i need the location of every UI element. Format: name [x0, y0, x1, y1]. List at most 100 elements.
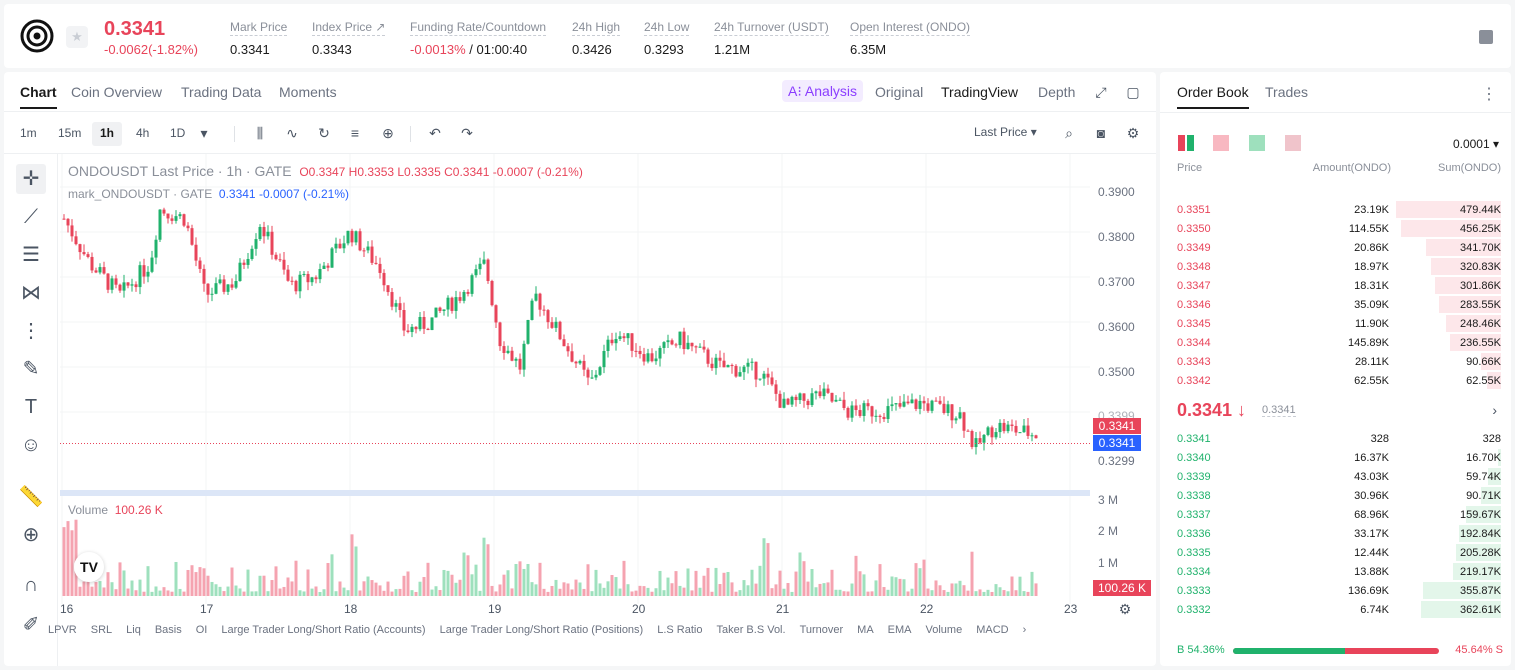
view-tradingview[interactable]: TradingView [941, 84, 1019, 100]
camera-icon[interactable]: ◙ [1096, 125, 1106, 141]
book-icon[interactable] [1479, 30, 1493, 44]
precision-select[interactable]: 0.0001 ▾ [1452, 137, 1499, 151]
ruler-icon[interactable]: 📏 [18, 486, 44, 508]
chevron-right-icon[interactable]: › [1022, 624, 1027, 636]
indicator-item[interactable]: Volume [925, 624, 963, 636]
view-depth[interactable]: Depth [1038, 84, 1076, 100]
indicator-item[interactable]: Large Trader Long/Short Ratio (Accounts) [221, 624, 426, 636]
lock-pen-icon[interactable]: ✐ [22, 614, 40, 636]
candle-body [386, 285, 390, 293]
crosshair-icon[interactable]: ✛ [16, 164, 46, 194]
bid-row[interactable]: 0.3341 328 328 [1160, 429, 1511, 448]
tab-moments[interactable]: Moments [279, 84, 337, 100]
ask-row[interactable]: 0.3348 18.97K 320.83K [1160, 257, 1511, 276]
ask-row[interactable]: 0.3342 62.55K 62.55K [1160, 371, 1511, 390]
indicator-item[interactable]: Taker B.S Vol. [716, 624, 786, 636]
candle-body [170, 218, 174, 221]
trend-line-icon[interactable]: ⟋ [24, 206, 38, 228]
add-alert-icon[interactable]: ⊕ [382, 125, 394, 141]
stat-mark-price[interactable]: Mark Price 0.3341 [230, 20, 288, 57]
tab-order-book[interactable]: Order Book [1177, 84, 1249, 109]
price-type-select[interactable]: Last Price ▾ [974, 125, 1037, 139]
bid-row[interactable]: 0.3340 16.37K 16.70K [1160, 448, 1511, 467]
indicators-icon[interactable]: ∿ [286, 125, 298, 141]
bid-row[interactable]: 0.3337 68.96K 159.67K [1160, 505, 1511, 524]
bids-view-icon[interactable] [1249, 135, 1265, 151]
ask-row[interactable]: 0.3345 11.90K 248.46K [1160, 314, 1511, 333]
interval-1h[interactable]: 1h [92, 122, 123, 146]
bid-row[interactable]: 0.3333 136.69K 355.87K [1160, 581, 1511, 600]
interval-15m[interactable]: 15m [58, 126, 82, 140]
search-icon[interactable]: ⌕ [1065, 125, 1073, 141]
indicator-item[interactable]: OI [195, 624, 208, 636]
order-sum: 192.84K [1460, 528, 1501, 540]
tab-coin-overview[interactable]: Coin Overview [71, 84, 163, 100]
tab-trading-data[interactable]: Trading Data [181, 84, 262, 100]
bid-row[interactable]: 0.3334 13.88K 219.17K [1160, 562, 1511, 581]
tab-trades[interactable]: Trades [1265, 84, 1309, 100]
ask-row[interactable]: 0.3351 23.19K 479.44K [1160, 200, 1511, 219]
bid-row[interactable]: 0.3339 43.03K 59.74K [1160, 467, 1511, 486]
interval-dropdown-icon[interactable]: ▾ [200, 125, 208, 141]
indicator-item[interactable]: LPVR [48, 624, 77, 636]
text-icon[interactable]: T [24, 396, 38, 418]
window-icon[interactable]: ▢ [1126, 84, 1140, 100]
settings-gear-icon[interactable]: ⚙ [1126, 125, 1140, 141]
volume-bar [186, 569, 190, 596]
ask-row[interactable]: 0.3347 18.31K 301.86K [1160, 276, 1511, 295]
asks-view-icon[interactable] [1213, 135, 1229, 151]
y-tick: 0.3700 [1098, 275, 1135, 289]
favorite-star-icon[interactable]: ★ [66, 26, 88, 48]
bid-row[interactable]: 0.3335 12.44K 205.28K [1160, 543, 1511, 562]
both-view-icon[interactable] [1178, 135, 1194, 151]
ask-row[interactable]: 0.3350 114.55K 456.25K [1160, 219, 1511, 238]
expand-icon[interactable]: ⤢ [1095, 84, 1107, 100]
indicator-item[interactable]: Turnover [799, 624, 844, 636]
indicator-item[interactable]: SRL [90, 624, 113, 636]
indicator-item[interactable]: L.S Ratio [657, 624, 703, 636]
ask-row[interactable]: 0.3343 28.11K 90.66K [1160, 352, 1511, 371]
candlestick-chart[interactable] [60, 154, 1090, 604]
more-menu-icon[interactable]: ⋮ [1481, 86, 1497, 103]
fib-icon[interactable]: ⋮ [21, 320, 41, 342]
redo-icon[interactable]: ↷ [461, 125, 473, 141]
view-original[interactable]: Original [875, 84, 924, 100]
interval-1d[interactable]: 1D [170, 126, 186, 140]
brush-icon[interactable]: ✎ [22, 358, 40, 380]
pattern-icon[interactable]: ⋈ [21, 282, 41, 304]
indicator-item[interactable]: MACD [976, 624, 1009, 636]
chart-settings-icon[interactable]: ⚙ [1118, 601, 1132, 617]
compact-view-icon[interactable] [1285, 135, 1301, 151]
horizontal-lines-icon[interactable]: ☰ [22, 244, 40, 266]
indicator-item[interactable]: Large Trader Long/Short Ratio (Positions… [439, 624, 644, 636]
bid-row[interactable]: 0.3338 30.96K 90.71K [1160, 486, 1511, 505]
interval-1m[interactable]: 1m [20, 126, 37, 140]
zoom-in-icon[interactable]: ⊕ [22, 524, 40, 546]
ask-row[interactable]: 0.3346 35.09K 283.55K [1160, 295, 1511, 314]
candle-type-icon[interactable]: ⫼ [256, 125, 264, 141]
indicator-item[interactable]: Liq [126, 624, 141, 636]
ask-row[interactable]: 0.3349 20.86K 341.70K [1160, 238, 1511, 257]
indicator-item[interactable]: EMA [887, 624, 912, 636]
interval-4h[interactable]: 4h [136, 126, 150, 140]
candle-body [802, 393, 806, 401]
emoji-icon[interactable]: ☺ [20, 434, 42, 456]
bid-row[interactable]: 0.3332 6.74K 362.61K [1160, 600, 1511, 619]
ask-row[interactable]: 0.3344 145.89K 236.55K [1160, 333, 1511, 352]
ai-analysis-button[interactable]: A⁝ Analysis [782, 80, 864, 102]
replay-icon[interactable]: ↻ [318, 125, 330, 141]
tab-chart[interactable]: Chart [20, 84, 57, 109]
magnet-icon[interactable]: ∩ [23, 574, 39, 596]
volume-bar [694, 570, 698, 596]
volume-bar [762, 538, 766, 596]
stat-funding-rate[interactable]: Funding Rate/Countdown -0.0013% / 01:00:4… [410, 20, 547, 57]
chevron-right-icon[interactable]: › [1492, 402, 1497, 418]
templates-icon[interactable]: ≡ [350, 125, 360, 141]
candle-body [306, 273, 310, 283]
bid-row[interactable]: 0.3336 33.17K 192.84K [1160, 524, 1511, 543]
stat-index-price[interactable]: Index Price ↗ 0.3343 [312, 20, 386, 57]
indicator-item[interactable]: MA [857, 624, 874, 636]
indicator-item[interactable]: Basis [154, 624, 182, 636]
volume-bar [542, 588, 546, 596]
undo-icon[interactable]: ↶ [429, 125, 441, 141]
